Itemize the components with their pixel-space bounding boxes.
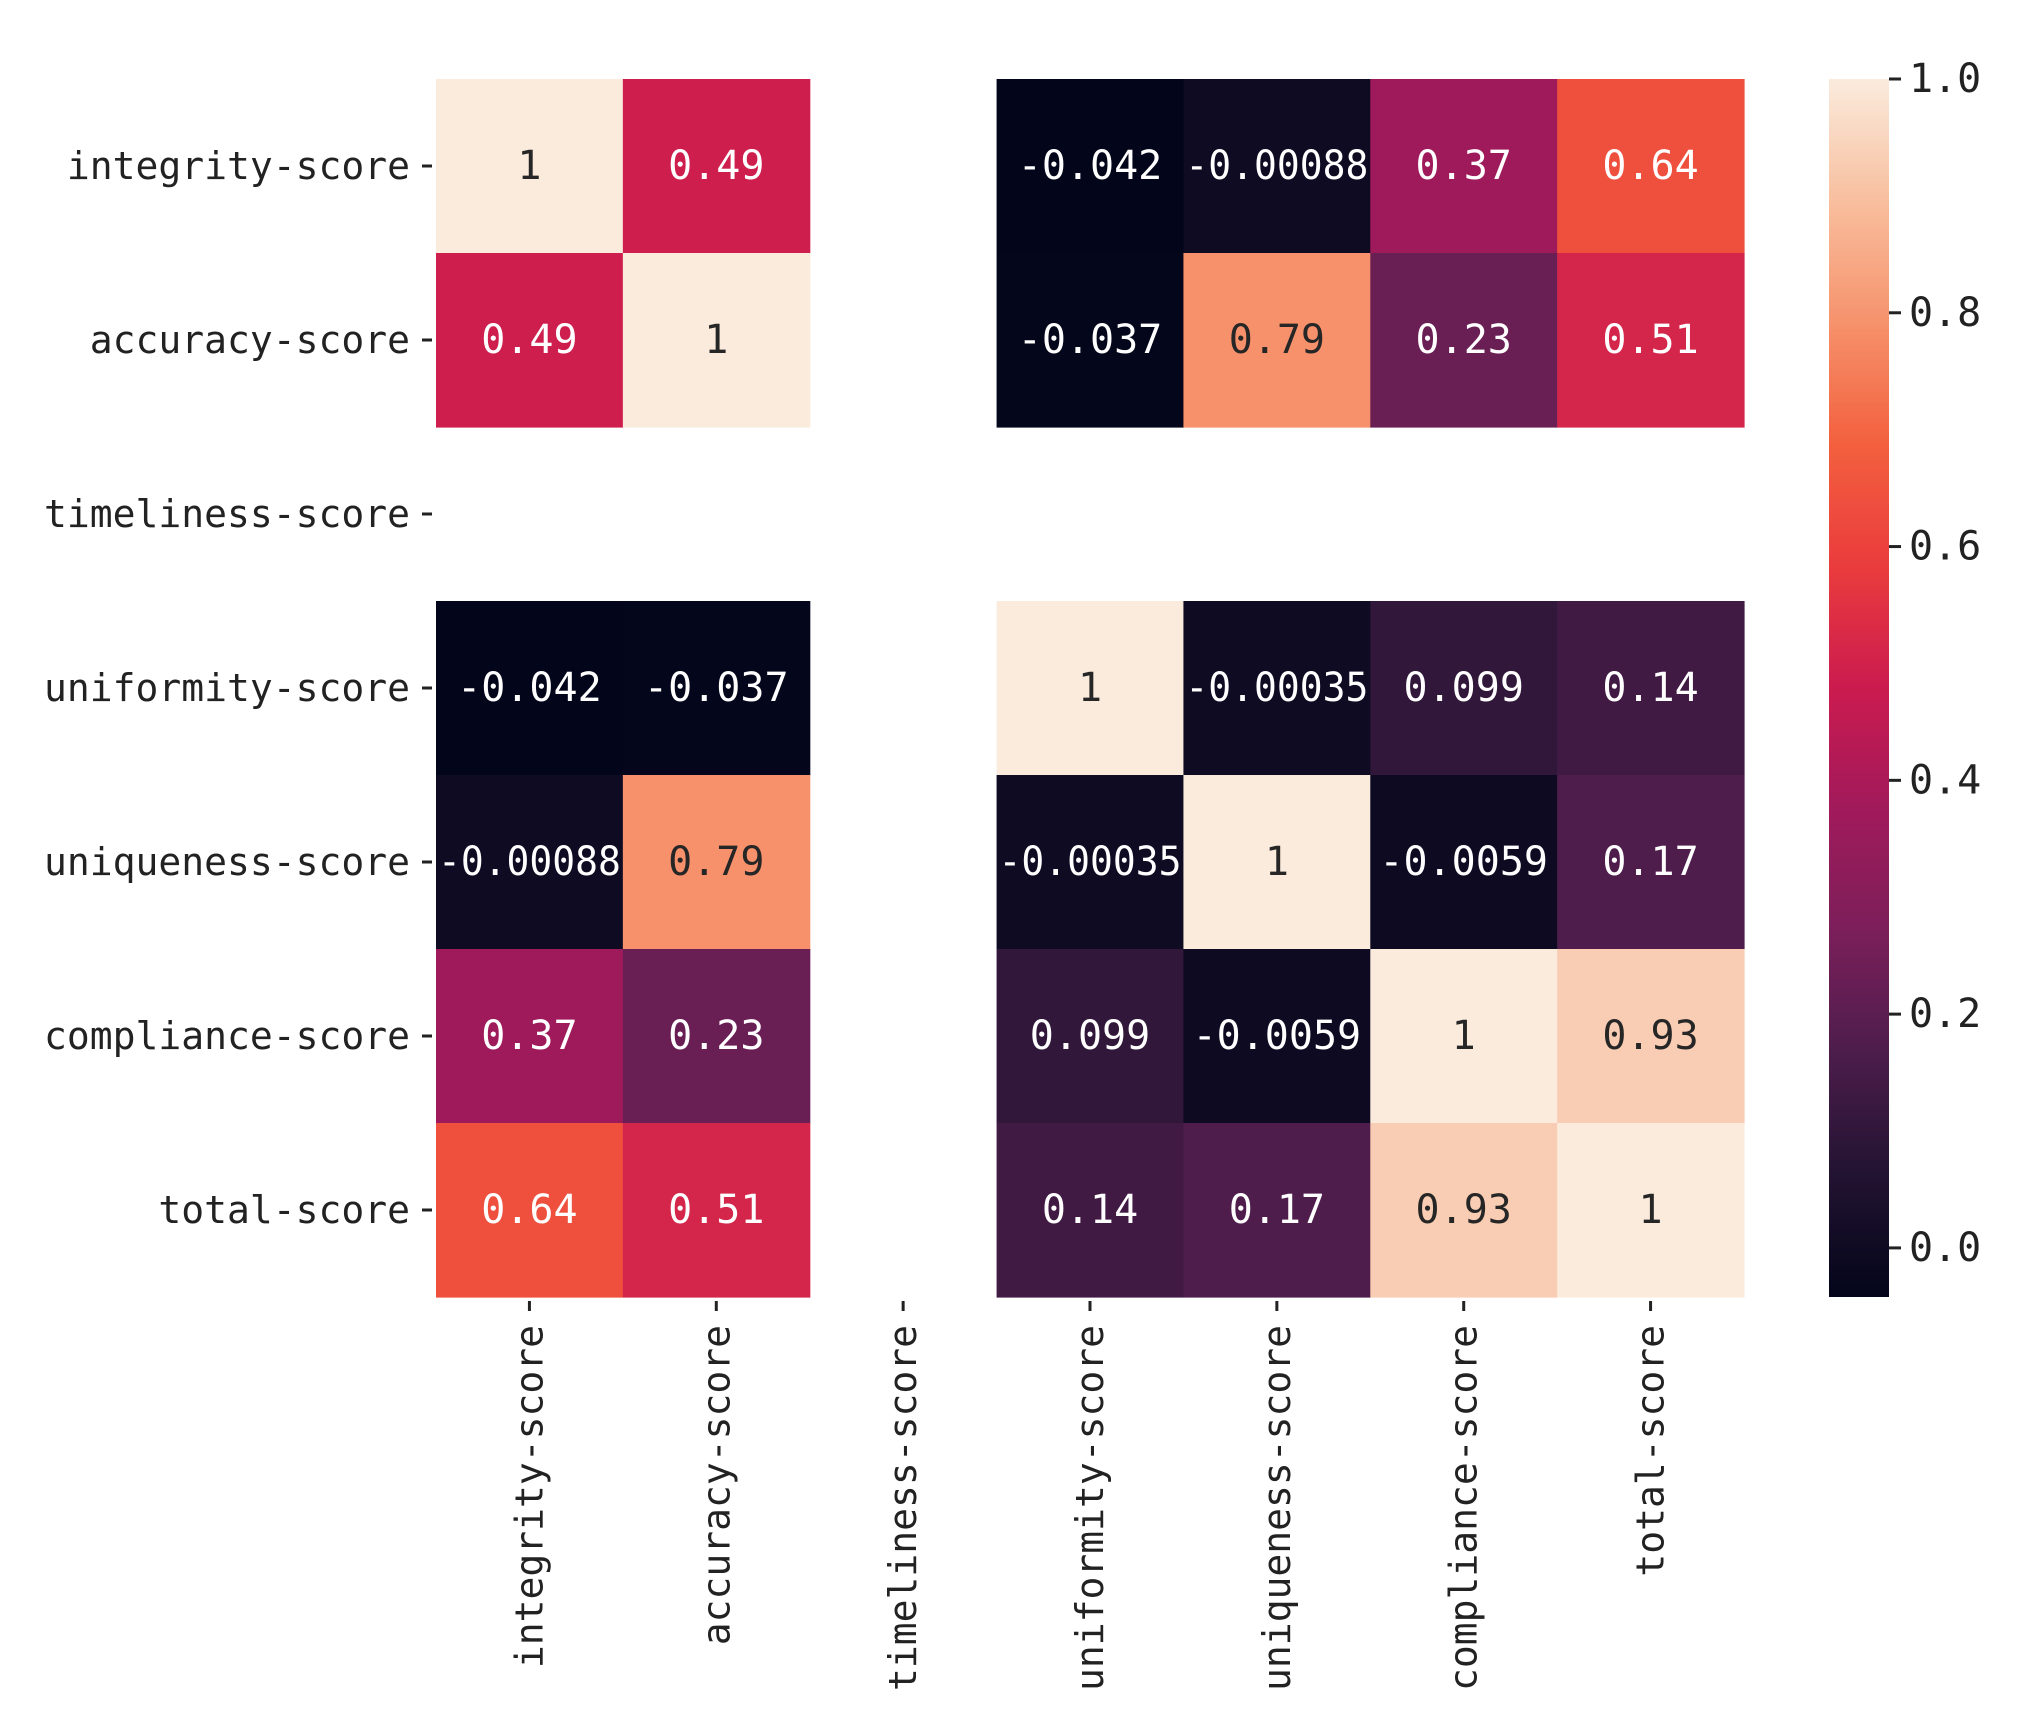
cell-annotation: 0.14: [1602, 665, 1698, 711]
cell-annotation: -0.037: [1018, 317, 1163, 363]
x-tick-label: uniqueness-score: [1255, 1325, 1299, 1691]
heatmap-annotations: 1 0.49 -0.042 -0.00088 0.37 0.64 0.49 1 -0.037 0.…: [438, 143, 1699, 1233]
cell-annotation: -0.00088: [1185, 143, 1368, 189]
heatmap-cell: [1370, 1123, 1558, 1298]
heatmap-cell: [1557, 601, 1745, 776]
heatmap-cell: [996, 253, 1185, 428]
colorbar-tick-label: 0.0: [1909, 1225, 1981, 1271]
heatmap-cell: [622, 775, 811, 950]
cell-annotation: 1: [1265, 839, 1289, 885]
heatmap-cell: [996, 79, 1185, 254]
cell-annotation: 0.79: [1229, 317, 1325, 363]
y-axis-tick-labels: integrity-score accuracy-score timeliness-…: [44, 144, 432, 1232]
heatmap-cell: [436, 601, 624, 776]
heatmap-cell: [436, 949, 624, 1124]
y-tick-label: uniformity-score: [44, 666, 410, 710]
heatmap-cell: [1183, 601, 1371, 776]
heatmap-cell: [436, 1123, 624, 1298]
cell-annotation: 0.099: [1030, 1013, 1150, 1059]
heatmap-cell: [436, 253, 624, 428]
y-tick-label: uniqueness-score: [44, 840, 410, 884]
cell-annotation: 0.37: [481, 1013, 577, 1059]
heatmap-cell: [1557, 949, 1745, 1124]
heatmap-cell: [622, 253, 811, 428]
cell-annotation: 1: [1078, 665, 1102, 711]
heatmap-cell: [622, 601, 811, 776]
heatmap-cell: [622, 949, 811, 1124]
heatmap-cell: [1183, 79, 1371, 254]
heatmap-cell: [1370, 775, 1558, 950]
heatmap-cell: [436, 79, 624, 254]
cell-annotation: -0.00035: [999, 839, 1182, 885]
cell-annotation: 0.23: [668, 1013, 764, 1059]
x-tick-label: uniformity-score: [1068, 1325, 1112, 1691]
colorbar-tick-label: 0.8: [1909, 290, 1981, 336]
heatmap-cell: [1183, 775, 1371, 950]
cell-annotation: 0.49: [481, 317, 577, 363]
x-tick-label: total-score: [1629, 1325, 1673, 1577]
cell-annotation: -0.00035: [1185, 665, 1368, 711]
colorbar-tick-label: 0.6: [1909, 524, 1981, 570]
heatmap-cell: [1183, 253, 1371, 428]
heatmap-cell: [1557, 1123, 1745, 1298]
y-tick-label: accuracy-score: [90, 318, 410, 362]
heatmap-cell: [622, 1123, 811, 1298]
heatmap-cell: [1183, 949, 1371, 1124]
cell-annotation: 0.64: [1602, 143, 1698, 189]
heatmap-cell: [1557, 79, 1745, 254]
heatmap-cell: [1370, 601, 1558, 776]
colorbar: 0.0 0.2 0.4 0.6 0.8 1.0: [1829, 56, 1981, 1297]
x-tick-label: compliance-score: [1442, 1325, 1486, 1691]
colorbar-tick-label: 0.2: [1909, 991, 1981, 1037]
cell-annotation: 0.49: [668, 143, 764, 189]
cell-annotation: 0.64: [481, 1187, 577, 1233]
heatmap-cell: [996, 601, 1185, 776]
x-tick-label: integrity-score: [507, 1325, 551, 1668]
cell-annotation: 1: [704, 317, 728, 363]
cell-annotation: 0.51: [668, 1187, 764, 1233]
cell-annotation: 1: [517, 143, 541, 189]
x-tick-label: accuracy-score: [694, 1325, 738, 1645]
cell-annotation: 1: [1452, 1013, 1476, 1059]
heatmap-cell: [1557, 253, 1745, 428]
cell-annotation: 0.17: [1229, 1187, 1325, 1233]
cell-annotation: 0.93: [1416, 1187, 1512, 1233]
x-tick-label: timeliness-score: [881, 1325, 925, 1691]
heatmap-cells: [436, 79, 1745, 1298]
y-tick-label: integrity-score: [67, 144, 410, 188]
x-axis-tick-labels: integrity-score accuracy-score timeliness-…: [507, 1301, 1673, 1691]
colorbar-tick-label: 0.4: [1909, 757, 1981, 803]
cell-annotation: -0.037: [644, 665, 789, 711]
cell-annotation: 0.79: [668, 839, 764, 885]
cell-annotation: 1: [1639, 1187, 1663, 1233]
cell-annotation: 0.17: [1602, 839, 1698, 885]
heatmap-cell: [622, 79, 811, 254]
heatmap-cell: [1557, 775, 1745, 950]
heatmap-cell: [996, 775, 1185, 950]
y-tick-label: timeliness-score: [44, 492, 410, 536]
heatmap-cell: [1370, 79, 1558, 254]
cell-annotation: -0.00088: [438, 839, 621, 885]
cell-annotation: 0.51: [1602, 317, 1698, 363]
heatmap-cell: [436, 775, 624, 950]
heatmap-cell: [996, 949, 1185, 1124]
cell-annotation: 0.14: [1042, 1187, 1138, 1233]
cell-annotation: -0.042: [457, 665, 602, 711]
cell-annotation: 0.37: [1416, 143, 1512, 189]
heatmap-cell: [996, 1123, 1185, 1298]
cell-annotation: -0.0059: [1379, 839, 1548, 885]
y-tick-label: compliance-score: [44, 1014, 410, 1058]
cell-annotation: 0.099: [1403, 665, 1523, 711]
cell-annotation: -0.042: [1018, 143, 1163, 189]
y-tick-label: total-score: [158, 1188, 410, 1232]
heatmap-cell: [1370, 253, 1558, 428]
colorbar-tick-label: 1.0: [1909, 56, 1981, 102]
heatmap-cell: [1370, 949, 1558, 1124]
heatmap-cell: [1183, 1123, 1371, 1298]
cell-annotation: 0.23: [1416, 317, 1512, 363]
cell-annotation: -0.0059: [1193, 1013, 1362, 1059]
cell-annotation: 0.93: [1602, 1013, 1698, 1059]
colorbar-gradient: [1829, 79, 1889, 1297]
